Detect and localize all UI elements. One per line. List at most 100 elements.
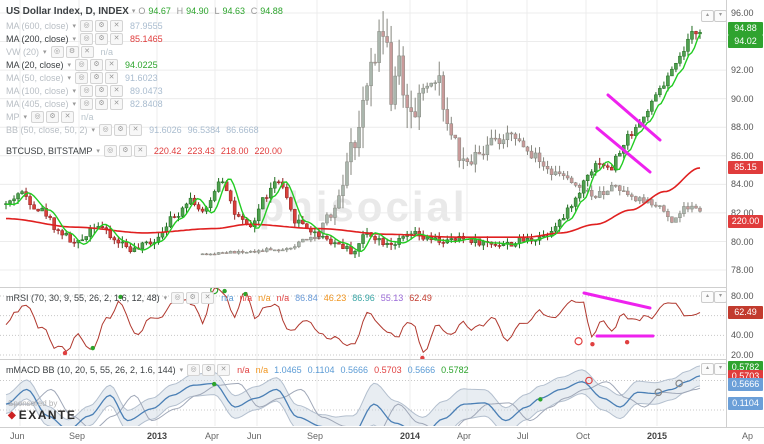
indicator-value: 0.1104 [307, 364, 335, 375]
settings-icon[interactable]: ⚙ [90, 58, 104, 71]
close-icon[interactable]: ✕ [110, 32, 124, 45]
pane-down-icon[interactable]: ▾ [714, 291, 727, 303]
axis-tick-label: 80.00 [731, 291, 754, 301]
eye-icon[interactable]: ◎ [80, 84, 94, 97]
chevron-down-icon[interactable]: ▾ [179, 366, 184, 374]
chevron-down-icon[interactable]: ▾ [72, 100, 77, 108]
settings-icon[interactable]: ⚙ [65, 45, 79, 58]
close-icon[interactable]: ✕ [133, 144, 147, 157]
eye-icon[interactable]: ◎ [80, 97, 94, 110]
eye-icon[interactable]: ◎ [75, 71, 89, 84]
trendline[interactable] [582, 291, 652, 310]
chevron-down-icon[interactable]: ▾ [43, 48, 47, 56]
settings-icon[interactable]: ⚙ [95, 19, 109, 32]
indicator-value: 82.8408 [130, 98, 163, 109]
eye-icon[interactable]: ◎ [103, 144, 117, 157]
chevron-down-icon[interactable]: ▾ [72, 87, 77, 95]
indicator-row-3[interactable]: MA (20, close) ▾ ◎ ⚙ ✕ 94.0225 [6, 58, 286, 71]
price-badge: 220.00 [728, 215, 763, 228]
macd-signal-line [6, 381, 701, 426]
ma20-line [6, 33, 701, 253]
exante-logo-icon: ◆ [8, 409, 16, 421]
pane-down-icon[interactable]: ▾ [714, 10, 727, 22]
settings-icon[interactable]: ⚙ [114, 123, 128, 136]
eye-icon[interactable]: ◎ [187, 363, 201, 376]
macd-marker [538, 397, 543, 402]
indicator-row-6[interactable]: MA (405, close) ▾ ◎ ⚙ ✕ 82.8408 [6, 97, 286, 110]
pane-up-icon[interactable]: ▴ [701, 10, 714, 22]
indicator-value: n/a [221, 292, 234, 303]
close-icon[interactable]: ✕ [217, 363, 231, 376]
macd-indicator-row[interactable]: mMACD BB (10, 20, 5, 55, 26, 2, 1.6, 144… [6, 363, 469, 376]
sponsor-block[interactable]: Sponsored by ◆ EXANTE [8, 399, 76, 422]
eye-icon[interactable]: ◎ [80, 32, 94, 45]
indicator-row-9-values: 220.42 223.43 218.00 220.00 [148, 146, 282, 156]
eye-icon[interactable]: ◎ [80, 19, 94, 32]
settings-icon[interactable]: ⚙ [90, 71, 104, 84]
settings-icon[interactable]: ⚙ [202, 363, 216, 376]
chevron-down-icon[interactable]: ▾ [91, 126, 96, 134]
indicator-row-9[interactable]: BTCUSD, BITSTAMP ▾ ◎ ⚙ ✕ 220.42 223.43 218.00 22… [6, 144, 286, 157]
settings-icon[interactable]: ⚙ [186, 291, 200, 304]
symbol-title[interactable]: US Dollar Index, D, INDEX [6, 5, 129, 17]
chevron-down-icon[interactable]: ▾ [23, 113, 28, 121]
indicator-row-4-values: 91.6023 [119, 73, 158, 83]
rsi-marker [624, 340, 630, 345]
chevron-down-icon[interactable]: ▾ [67, 74, 72, 82]
indicator-value: n/a [81, 111, 94, 122]
chevron-down-icon[interactable]: ▾ [72, 22, 77, 30]
price-axis[interactable]: 96.0094.0092.0090.0088.0086.0084.0082.00… [726, 0, 764, 427]
chevron-down-icon[interactable]: ▾ [67, 61, 72, 69]
eye-icon[interactable]: ◎ [31, 110, 45, 123]
eye-icon[interactable]: ◎ [171, 291, 185, 304]
indicator-value: 89.0473 [130, 85, 163, 96]
pane-up-icon[interactable]: ▴ [701, 291, 714, 303]
settings-icon[interactable]: ⚙ [46, 110, 60, 123]
pane-up-icon[interactable]: ▴ [701, 363, 714, 375]
close-icon[interactable]: ✕ [105, 58, 119, 71]
close-icon[interactable]: ✕ [110, 84, 124, 97]
settings-icon[interactable]: ⚙ [95, 97, 109, 110]
time-axis[interactable]: Jun Sep 2013 Apr Jun Sep 2014 Apr Jul Oct 2015 Ap [0, 427, 764, 444]
sponsor-brand: EXANTE [18, 408, 77, 422]
rsi-pane [5, 288, 701, 359]
indicator-value: 220.00 [254, 145, 282, 156]
trendline[interactable] [606, 93, 662, 142]
indicator-list: MA (600, close) ▾ ◎ ⚙ ✕ 87.9555 MA (200, close… [6, 19, 286, 157]
pane-down-icon[interactable]: ▾ [714, 363, 727, 375]
close-icon[interactable]: ✕ [61, 110, 75, 123]
legend: US Dollar Index, D, INDEX ▾ O 94.67 H 94.9… [6, 3, 286, 157]
eye-icon[interactable]: ◎ [99, 123, 113, 136]
indicator-row-0[interactable]: MA (600, close) ▾ ◎ ⚙ ✕ 87.9555 [6, 19, 286, 32]
indicator-value: 96.5384 [187, 124, 221, 135]
indicator-value: 218.00 [220, 145, 249, 156]
settings-icon[interactable]: ⚙ [118, 144, 132, 157]
eye-icon[interactable]: ◎ [50, 45, 64, 58]
close-icon[interactable]: ✕ [80, 45, 94, 58]
settings-icon[interactable]: ⚙ [95, 84, 109, 97]
rsi-indicator-row[interactable]: mRSI (70, 30, 9, 55, 26, 2, 1.6, 12, 48)… [6, 291, 432, 304]
close-icon[interactable]: ✕ [110, 19, 124, 32]
indicator-row-5[interactable]: MA (100, close) ▾ ◎ ⚙ ✕ 89.0473 [6, 84, 286, 97]
indicator-row-4[interactable]: MA (50, close) ▾ ◎ ⚙ ✕ 91.6023 [6, 71, 286, 84]
indicator-value: n/a [276, 292, 290, 303]
price-badge: 94.02 [728, 35, 763, 48]
settings-icon[interactable]: ⚙ [95, 32, 109, 45]
symbol-row[interactable]: US Dollar Index, D, INDEX ▾ O 94.67 H 94.9… [6, 3, 286, 19]
eye-icon[interactable]: ◎ [75, 58, 89, 71]
close-icon[interactable]: ✕ [105, 71, 119, 84]
indicator-row-2[interactable]: VW (20) ▾ ◎ ⚙ ✕ n/a [6, 45, 286, 58]
close-icon[interactable]: ✕ [201, 291, 215, 304]
chevron-down-icon[interactable]: ▾ [72, 35, 77, 43]
close-icon[interactable]: ✕ [110, 97, 124, 110]
indicator-row-1[interactable]: MA (200, close) ▾ ◎ ⚙ ✕ 85.1465 [6, 32, 286, 45]
trendline[interactable] [595, 126, 652, 174]
rsi-marker [90, 345, 95, 351]
close-icon[interactable]: ✕ [129, 123, 143, 136]
chevron-down-icon[interactable]: ▾ [163, 294, 168, 302]
chevron-down-icon[interactable]: ▾ [96, 147, 100, 155]
indicator-row-8[interactable]: BB (50, close, 50, 2) ▾ ◎ ⚙ ✕ 91.6026 96.5384 8… [6, 123, 286, 136]
indicator-row-7[interactable]: MP ▾ ◎ ⚙ ✕ n/a [6, 110, 286, 123]
symbol-dropdown-caret[interactable]: ▾ [131, 8, 136, 15]
